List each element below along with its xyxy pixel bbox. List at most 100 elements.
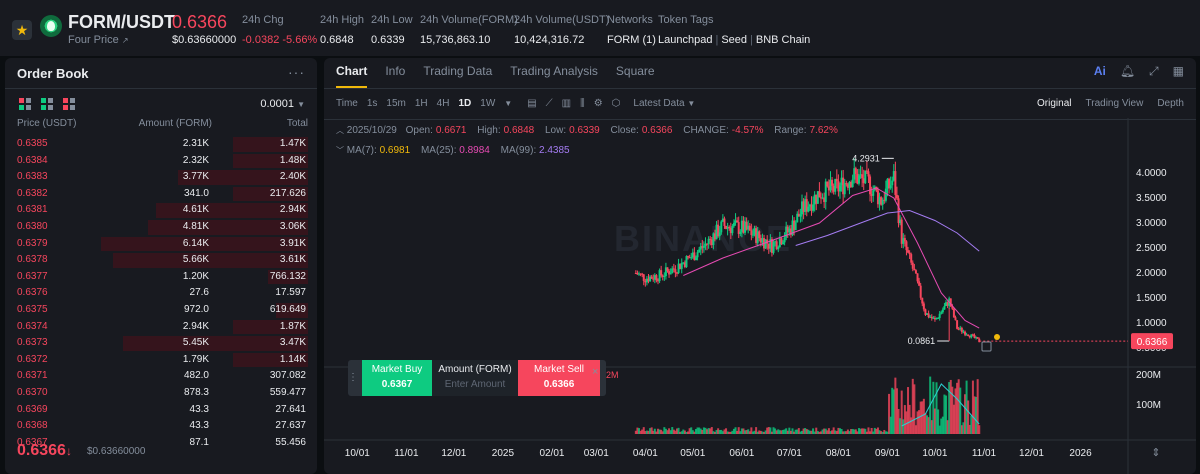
calendar-icon[interactable]: ▤ bbox=[527, 98, 537, 109]
interval-1h[interactable]: 1H bbox=[414, 98, 428, 109]
volume-bar bbox=[685, 431, 688, 434]
more-options-icon[interactable]: ··· bbox=[288, 64, 305, 80]
view-depth[interactable]: Depth bbox=[1157, 98, 1184, 109]
volume-bar bbox=[913, 384, 916, 434]
tab-trading-data[interactable]: Trading Data bbox=[423, 64, 493, 78]
candle-body bbox=[699, 246, 702, 250]
volume-bar bbox=[669, 430, 672, 434]
candle-body bbox=[854, 168, 857, 174]
candle-body bbox=[634, 273, 637, 274]
depth-bar bbox=[233, 153, 308, 169]
volume-bar bbox=[842, 431, 845, 434]
settings-icon[interactable]: ⚙ bbox=[593, 98, 603, 109]
ask-row[interactable]: 0.6383 3.77K 2.40K bbox=[5, 169, 317, 186]
ask-row[interactable]: 0.6377 1.20K 766.132 bbox=[5, 269, 317, 286]
ask-row[interactable]: 0.6378 5.66K 3.61K bbox=[5, 252, 317, 269]
volume-bar bbox=[634, 430, 637, 434]
volume-bar bbox=[772, 427, 775, 434]
indicator-icon[interactable]: ⟋ bbox=[545, 98, 553, 109]
chevron-icon[interactable]: ﹀ bbox=[336, 146, 344, 155]
ask-row[interactable]: 0.6369 43.3 27.641 bbox=[5, 402, 317, 419]
tab-trading-analysis[interactable]: Trading Analysis bbox=[510, 64, 598, 78]
tab-square[interactable]: Square bbox=[615, 64, 655, 78]
candle-body bbox=[933, 317, 936, 320]
expand-icon[interactable]: ⤢ bbox=[1149, 64, 1159, 78]
ask-row[interactable]: 0.6373 5.45K 3.47K bbox=[5, 335, 317, 352]
volume-bar bbox=[892, 389, 895, 434]
volume-bar bbox=[959, 387, 962, 434]
ask-row[interactable]: 0.6385 2.31K 1.47K bbox=[5, 136, 317, 153]
interval-15m[interactable]: 15m bbox=[386, 98, 406, 109]
candle-style-icon[interactable]: ⫼ bbox=[580, 98, 585, 109]
market-sell-button[interactable]: Market Sell 0.6366 bbox=[518, 360, 600, 396]
tag-bnb-chain[interactable]: BNB Chain bbox=[755, 34, 811, 46]
interval-1d[interactable]: 1D bbox=[458, 98, 472, 109]
interval-1s[interactable]: 1s bbox=[366, 98, 378, 109]
ask-row[interactable]: 0.6384 2.32K 1.48K bbox=[5, 153, 317, 170]
ask-total: 17.597 bbox=[275, 287, 306, 299]
ask-amount: 5.66K bbox=[182, 254, 209, 266]
view-both-icon[interactable] bbox=[19, 98, 31, 110]
volume-bar bbox=[924, 413, 927, 434]
volume-bar bbox=[829, 431, 832, 434]
ask-row[interactable]: 0.6368 43.3 27.637 bbox=[5, 418, 317, 435]
ai-icon[interactable]: Ai bbox=[1093, 64, 1106, 78]
volume-bar bbox=[831, 430, 834, 434]
ask-row[interactable]: 0.6371 482.0 307.082 bbox=[5, 368, 317, 385]
candle-body bbox=[976, 337, 979, 339]
pair-sub-label[interactable]: Four Price ↗ bbox=[68, 34, 129, 46]
interval-1w[interactable]: 1W bbox=[480, 98, 496, 109]
view-trading-view[interactable]: Trading View bbox=[1085, 98, 1144, 109]
view-bids-icon[interactable] bbox=[41, 98, 53, 110]
chevron-icon[interactable]: ︿ bbox=[336, 126, 344, 135]
volume-bar bbox=[910, 417, 913, 434]
ask-row[interactable]: 0.6379 6.14K 3.91K bbox=[5, 236, 317, 253]
tag-launchpad[interactable]: Launchpad bbox=[658, 34, 713, 46]
chart-type-icon[interactable]: ▥ bbox=[561, 98, 572, 109]
candle-body bbox=[891, 180, 894, 186]
ask-row[interactable]: 0.6381 4.61K 2.94K bbox=[5, 202, 317, 219]
ask-row[interactable]: 0.6374 2.94K 1.87K bbox=[5, 319, 317, 336]
volume-bar bbox=[687, 431, 690, 434]
tab-chart[interactable]: Chart bbox=[336, 64, 368, 88]
precision-select[interactable]: 0.0001 ▼ bbox=[260, 98, 305, 110]
order-book-mid-price[interactable]: 0.6366↓ bbox=[17, 442, 72, 459]
time-label[interactable]: Time bbox=[336, 98, 358, 109]
grid-icon[interactable]: ▦ bbox=[1172, 64, 1184, 78]
tag-seed[interactable]: Seed bbox=[721, 34, 748, 46]
market-buy-button[interactable]: Market Buy 0.6367 bbox=[362, 360, 432, 396]
close-icon[interactable]: × bbox=[592, 366, 599, 378]
volume-bar bbox=[933, 408, 936, 434]
volume-bar bbox=[960, 425, 963, 434]
candle-body bbox=[698, 249, 701, 253]
price-chart[interactable]: 4.0000 3.5000 3.0000 2.5000 2.0000 1.5000 1.00… bbox=[324, 118, 1196, 474]
bell-icon[interactable]: 🔔︎ bbox=[1119, 64, 1136, 78]
volume-bar bbox=[816, 431, 819, 434]
layers-icon[interactable]: ⬡ bbox=[611, 98, 621, 109]
ask-row[interactable]: 0.6380 4.81K 3.06K bbox=[5, 219, 317, 236]
candle-body bbox=[960, 327, 963, 332]
candle-body bbox=[872, 190, 875, 196]
ask-row[interactable]: 0.6376 27.6 17.597 bbox=[5, 285, 317, 302]
ask-row[interactable]: 0.6367 87.1 55.456 bbox=[5, 435, 317, 452]
view-asks-icon[interactable] bbox=[63, 98, 75, 110]
ask-row[interactable]: 0.6370 878.3 559.477 bbox=[5, 385, 317, 402]
ask-row[interactable]: 0.6382 341.0 217.626 bbox=[5, 186, 317, 203]
interval-4h[interactable]: 4H bbox=[436, 98, 450, 109]
tab-info[interactable]: Info bbox=[385, 64, 406, 78]
price-tick-label: 3.0000 bbox=[1136, 218, 1167, 229]
pair-title[interactable]: FORM/USDT bbox=[68, 12, 175, 32]
candle-body bbox=[706, 243, 709, 245]
drag-handle-icon[interactable]: ⋮⋮ bbox=[348, 372, 368, 383]
view-original[interactable]: Original bbox=[1037, 98, 1072, 109]
amount-input[interactable]: Amount (FORM) Enter Amount bbox=[432, 360, 518, 396]
stat-networks[interactable]: Networks FORM (1) bbox=[607, 14, 656, 46]
volume-bar bbox=[975, 396, 978, 434]
favorite-star-icon[interactable]: ★ bbox=[12, 20, 32, 40]
volume-bar bbox=[642, 427, 645, 434]
data-mode-select[interactable]: Latest Data ▼ bbox=[633, 98, 696, 109]
ask-row[interactable]: 0.6375 972.0 619.649 bbox=[5, 302, 317, 319]
more-intervals-chevron-icon[interactable]: ▼ bbox=[504, 99, 513, 108]
ask-row[interactable]: 0.6372 1.79K 1.14K bbox=[5, 352, 317, 369]
volume-bar bbox=[731, 430, 734, 434]
